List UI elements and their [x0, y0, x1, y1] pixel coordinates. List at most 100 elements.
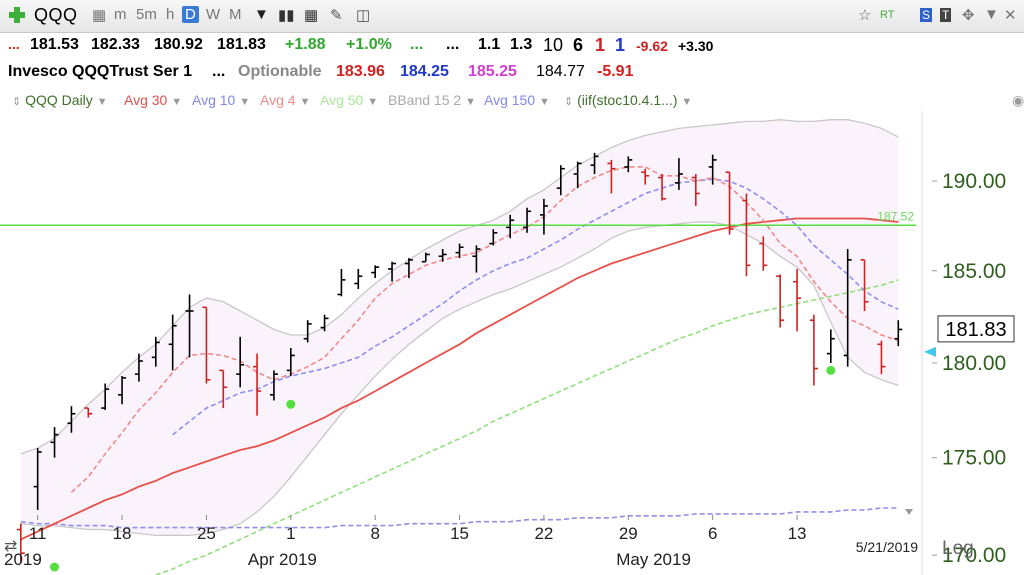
study-avg10[interactable]: Avg 10 ▼: [192, 92, 250, 108]
dots-1: ...: [410, 36, 424, 53]
study-stoch[interactable]: ⇕ (iif(stoc10.4.1...) ▼: [564, 92, 692, 108]
add-symbol-icon[interactable]: [8, 6, 26, 24]
s-button-icon[interactable]: S: [920, 8, 933, 22]
price-bar: [168, 314, 177, 371]
study-qqq-daily[interactable]: ⇕ QQQ Daily ▼: [12, 92, 108, 108]
price-bar: [742, 193, 751, 277]
study-label: QQQ Daily: [25, 92, 93, 108]
x-tick-label: 15: [450, 524, 469, 543]
quote-panel: ... 181.53 182.33 180.92 181.83 +1.88 +1…: [0, 33, 1024, 88]
t-button-icon[interactable]: T: [940, 8, 952, 22]
signal-dots-layer: [50, 365, 836, 572]
price-4: 184.77: [536, 63, 585, 80]
study-legend: ⇕ QQQ Daily ▼ Avg 30 ▼ Avg 10 ▼ Avg 4 ▼ …: [0, 89, 1024, 111]
price-bar: [691, 173, 700, 206]
price-bar: [506, 214, 515, 239]
price-bar: [286, 348, 295, 377]
price-bar: [354, 268, 363, 289]
add-study-icon[interactable]: ▦: [304, 7, 319, 24]
price-bar: [860, 259, 869, 312]
window-menu-icon[interactable]: ▼: [984, 6, 999, 23]
bar-chart-icon[interactable]: ▮▮: [278, 7, 295, 24]
study-bband[interactable]: BBand 15 2 ▼: [388, 92, 476, 108]
grid-icon[interactable]: ▦: [92, 7, 107, 24]
x-month-label: Apr 2019: [248, 550, 317, 569]
palette-icon[interactable]: ◉: [1012, 92, 1024, 108]
date-label: 5/21/2019: [856, 539, 918, 555]
horizontal-line-layer: 187.52: [0, 209, 916, 227]
y-tick-label: 180.00: [942, 352, 1006, 375]
series-line-bband-lower: [20, 221, 899, 537]
study-expand-icon: ⇕: [564, 96, 574, 108]
x-tick-label: 13: [788, 524, 807, 543]
price-bar: [388, 261, 397, 282]
x-tick-label: 11: [29, 524, 47, 543]
study-avg4[interactable]: Avg 4 ▼: [260, 92, 310, 108]
interval-5m[interactable]: 5m: [136, 6, 157, 23]
price-bar: [489, 229, 498, 246]
move-icon[interactable]: ✥: [962, 7, 975, 24]
interval-dropdown-icon[interactable]: ▼: [254, 6, 269, 23]
study-label: Avg 150: [484, 92, 536, 108]
current-price-marker: [924, 346, 936, 357]
x-tick-label: 1: [286, 524, 295, 543]
price-bar: [809, 314, 818, 386]
price-bar: [708, 154, 717, 185]
security-name: Invesco QQQTrust Ser 1: [8, 63, 193, 80]
indicator-lines-layer: [20, 119, 899, 575]
interval-1m[interactable]: m: [114, 6, 127, 23]
price-bar: [877, 340, 886, 375]
draw-pencil-icon[interactable]: ✎: [330, 7, 343, 24]
dropdown-icon: ▼: [539, 96, 550, 108]
y-axis: 190.00 185.00 180.00 175.00 170.00 181.83: [905, 111, 1015, 575]
low-price: 180.92: [154, 36, 203, 53]
dropdown-icon: ▼: [239, 96, 251, 108]
price-bar: [16, 523, 25, 564]
optionable-label: Optionable: [238, 63, 322, 80]
interval-week[interactable]: W: [206, 6, 221, 23]
favorite-star-icon[interactable]: ☆: [858, 7, 872, 24]
dropdown-icon: ▼: [96, 96, 108, 108]
row2-dots: ...: [212, 63, 226, 80]
series-line-bband-upper: [20, 119, 899, 455]
study-avg30[interactable]: Avg 30 ▼: [124, 92, 182, 108]
value-6: 1: [615, 35, 626, 55]
annotation-icon[interactable]: ◫: [356, 7, 371, 24]
y-tick-label: 185.00: [942, 260, 1006, 283]
toolbar: QQQ ▦ m 5m h D W M ▼ ▮▮ ▦ ✎ ◫ ☆ RT S T ✥…: [0, 0, 1024, 33]
price-bar: [421, 252, 430, 263]
interval-month[interactable]: M: [229, 6, 242, 23]
price-2: 184.25: [400, 63, 449, 80]
y-tick-label: 190.00: [942, 170, 1006, 193]
price-bar: [607, 159, 616, 194]
price-bar: [236, 336, 245, 388]
study-avg150[interactable]: Avg 150 ▼: [484, 92, 550, 108]
last-price-label: 181.83: [945, 319, 1006, 341]
realtime-label[interactable]: RT: [880, 9, 895, 21]
price-bar: [826, 329, 835, 363]
price-bar: [438, 249, 447, 262]
study-avg50[interactable]: Avg 50 ▼: [320, 92, 378, 108]
price-bar: [269, 370, 278, 401]
interval-day[interactable]: D: [182, 6, 199, 23]
price-bar: [523, 207, 532, 233]
series-line-avg-50: [155, 279, 899, 575]
close-icon[interactable]: ✕: [1004, 7, 1017, 24]
symbol-field[interactable]: QQQ: [34, 5, 78, 25]
refresh-icon: ⇄: [4, 536, 17, 555]
price-bar: [134, 353, 143, 382]
price-bar: [118, 376, 127, 405]
scroll-down-icon: [905, 509, 913, 515]
open-price: 181.53: [30, 36, 79, 53]
price-bar: [101, 383, 110, 410]
x-tick-label: 25: [197, 524, 216, 543]
price-chart[interactable]: 187.52 190.00185.00180.00175.00170.00181…: [0, 111, 1024, 575]
last-price-box: [937, 315, 1015, 343]
price-bar: [337, 268, 346, 297]
dropdown-icon: ▼: [299, 96, 311, 108]
price-bar: [455, 243, 464, 259]
price-bar: [84, 407, 93, 418]
price-bar: [641, 168, 650, 185]
interval-hour[interactable]: h: [166, 6, 175, 23]
price-bar: [674, 158, 683, 190]
